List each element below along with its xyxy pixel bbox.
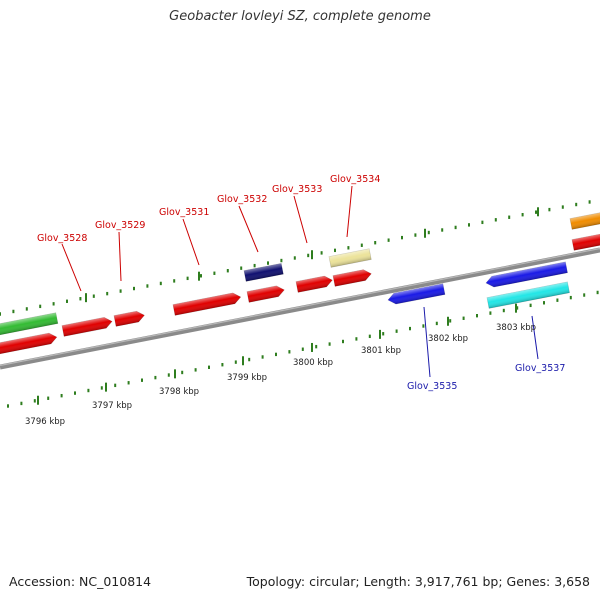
gene-blue-2-shading — [486, 261, 568, 288]
gene-label-forward-leader — [118, 231, 122, 282]
gene-orange[interactable] — [569, 211, 600, 230]
gene-red-mid-2-shading — [246, 285, 285, 303]
gene-orange-shading — [569, 212, 600, 230]
gene-label-reverse-leader — [423, 306, 431, 378]
topology-stats-text: Topology: circular; Length: 3,917,761 bp… — [246, 574, 590, 589]
gene-red-left-3-shading — [113, 311, 145, 327]
gene-label-forward-leader — [61, 243, 82, 292]
gene-red-left-3[interactable] — [113, 310, 146, 327]
gene-labels: Glov_3528 Glov_3529 Glov_3531 Glov_3532 Glov… — [37, 174, 565, 392]
gene-label-forward-leader — [182, 218, 200, 266]
backbone-highlight — [0, 247, 600, 367]
scale-label: 3802 kbp — [428, 334, 468, 344]
gene-red-left-1-shading — [0, 333, 57, 355]
gene-navy-shading — [243, 263, 284, 282]
backbone-line — [0, 247, 600, 370]
gene-blue-1-shading — [388, 283, 445, 305]
gene-red-left-2-shading — [61, 317, 113, 337]
gene-features — [0, 211, 600, 355]
gene-blue-1[interactable] — [387, 283, 446, 306]
scale-ticks-top — [0, 200, 591, 316]
gene-label-reverse-leader — [531, 315, 539, 360]
gene-khaki-shading — [328, 248, 372, 268]
gene-red-mid-3-shading — [295, 276, 333, 293]
gene-label-leaders — [61, 185, 539, 378]
map-title: Geobacter lovleyi SZ, complete genome — [169, 9, 431, 24]
gene-red-left-1[interactable] — [0, 332, 58, 355]
scale-label: 3798 kbp — [159, 387, 199, 397]
gene-blue-2[interactable] — [485, 261, 568, 288]
scale-label: 3801 kbp — [361, 346, 401, 356]
scale-label: 3800 kbp — [293, 358, 333, 368]
gene-label-forward-leader — [293, 195, 308, 244]
gene-label-forward-leader — [346, 185, 353, 238]
gene-red-mid-3[interactable] — [295, 275, 333, 293]
gene-khaki[interactable] — [328, 248, 372, 268]
gene-label-forward[interactable]: Glov_3534 — [330, 174, 380, 185]
gene-label-forward[interactable]: Glov_3532 — [217, 194, 267, 205]
gene-green-left[interactable] — [0, 312, 59, 336]
gene-label-reverse[interactable]: Glov_3535 — [407, 381, 457, 392]
scale-label: 3796 kbp — [25, 417, 65, 427]
gene-label-forward[interactable]: Glov_3528 — [37, 233, 87, 244]
gene-label-forward-leader — [238, 205, 259, 253]
scale-ticks-bottom — [7, 290, 599, 408]
gene-green-left-shading — [0, 312, 58, 336]
gene-navy[interactable] — [243, 262, 284, 282]
genome-backbone — [0, 247, 600, 370]
gene-red-left-2[interactable] — [61, 316, 113, 337]
scale-label: 3799 kbp — [227, 373, 267, 383]
gene-red-right[interactable] — [571, 232, 600, 251]
scale-label: 3803 kbp — [496, 323, 536, 333]
gene-red-mid-4[interactable] — [332, 268, 372, 287]
gene-red-mid-4-shading — [332, 269, 372, 287]
gene-red-right-shading — [571, 233, 600, 251]
gene-red-mid-2[interactable] — [246, 285, 285, 303]
gene-red-mid-1-shading — [172, 292, 241, 316]
accession-text: Accession: NC_010814 — [9, 574, 152, 589]
gene-label-forward[interactable]: Glov_3529 — [95, 220, 145, 231]
gene-cyan[interactable] — [486, 281, 570, 309]
gene-label-reverse[interactable]: Glov_3537 — [515, 363, 565, 374]
gene-cyan-shading — [486, 281, 570, 309]
scale-label: 3797 kbp — [92, 401, 132, 411]
gene-red-mid-1[interactable] — [172, 292, 242, 316]
gene-label-forward[interactable]: Glov_3531 — [159, 207, 209, 218]
gene-label-forward[interactable]: Glov_3533 — [272, 184, 322, 195]
scale-labels: 3796 kbp 3797 kbp 3798 kbp 3799 kbp 3800 kbp… — [25, 323, 536, 427]
